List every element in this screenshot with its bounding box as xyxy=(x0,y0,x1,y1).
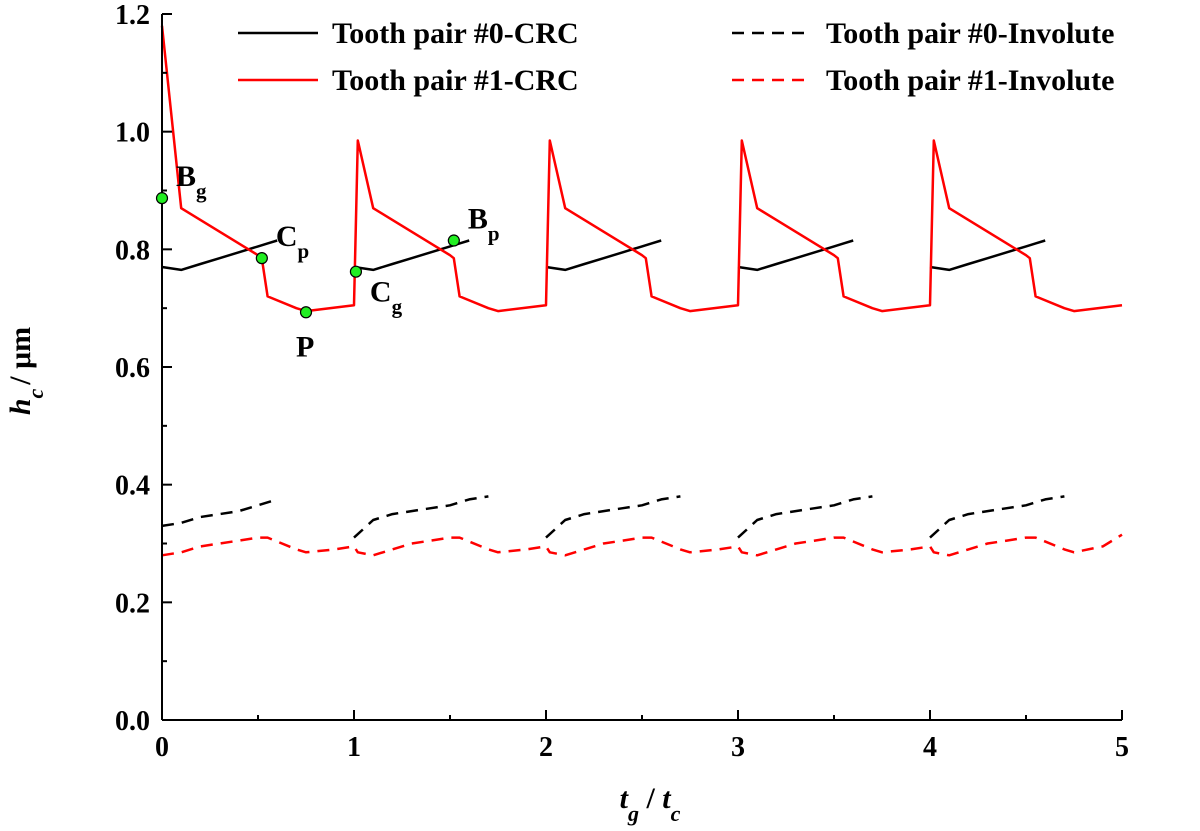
y-tick-label: 1.2 xyxy=(115,0,150,31)
legend: Tooth pair #0-CRC Tooth pair #1-CRC Tooth … xyxy=(238,17,1114,97)
series-layer xyxy=(160,25,1123,557)
x-axis-label-main2: t xyxy=(662,782,672,815)
ticks-layer: 0 1 2 3 4 5 0.0 0.2 0.4 0.6 0.8 1.0 1.2 xyxy=(115,0,1129,763)
y-axis-label-sub: c xyxy=(23,388,48,398)
series-line xyxy=(161,495,1065,539)
legend-label: Tooth pair #0-Involute xyxy=(826,17,1114,50)
annotation-marker xyxy=(299,306,313,319)
axes-layer xyxy=(161,14,1122,721)
annotation-label: Bg xyxy=(176,160,207,203)
annotation-marker xyxy=(447,234,460,247)
x-axis-label: tg / tc xyxy=(620,782,681,826)
annotation-label: Cg xyxy=(370,276,403,319)
legend-label: Tooth pair #0-CRC xyxy=(332,17,579,50)
x-tick-label: 3 xyxy=(731,732,745,763)
y-tick-label: 1.0 xyxy=(115,118,150,149)
x-tick-label: 2 xyxy=(539,732,553,763)
x-tick-label: 4 xyxy=(923,732,937,763)
series-line xyxy=(161,533,1123,557)
y-tick-label: 0.8 xyxy=(115,235,150,266)
x-axis-label-sep: / xyxy=(639,782,662,815)
annotation-label: Cp xyxy=(276,220,309,263)
annotation-marker xyxy=(255,252,268,265)
markers-layer: Bg Cp P Cg Bp xyxy=(155,160,500,363)
x-axis-label-main: t xyxy=(620,782,630,815)
y-tick-label: 0.4 xyxy=(115,471,150,502)
y-tick-label: 0.6 xyxy=(115,353,150,384)
x-axis-label-sub: g xyxy=(627,801,639,826)
annotation-marker xyxy=(155,192,169,205)
legend-label: Tooth pair #1-CRC xyxy=(332,64,579,97)
y-tick-label: 0.0 xyxy=(115,706,150,737)
y-axis-label: hc / μm xyxy=(4,327,48,415)
annotation-marker xyxy=(349,265,363,278)
series-line xyxy=(161,239,1046,272)
annotation-label: Bp xyxy=(468,203,500,246)
y-axis-label-main: h xyxy=(4,398,37,415)
x-tick-label: 0 xyxy=(155,732,169,763)
legend-label: Tooth pair #1-Involute xyxy=(826,64,1114,97)
x-axis-label-sub2: c xyxy=(671,801,681,826)
annotation-label: P xyxy=(296,330,314,363)
y-axis-label-unit: / μm xyxy=(4,327,37,386)
y-tick-label: 0.2 xyxy=(115,588,150,619)
x-tick-label: 5 xyxy=(1115,732,1129,763)
x-tick-label: 1 xyxy=(347,732,361,763)
